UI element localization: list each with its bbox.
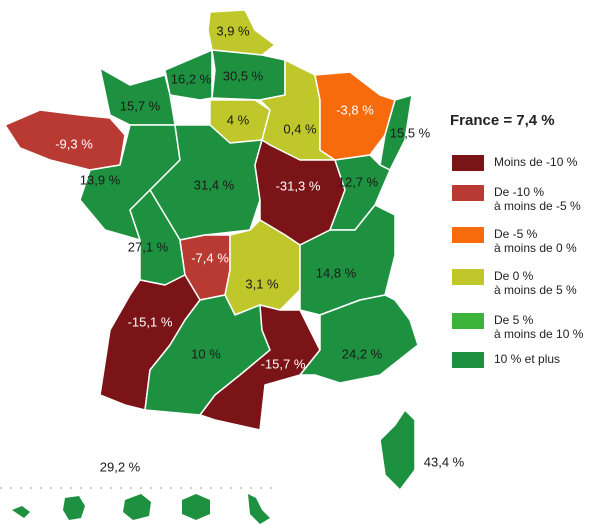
region-label: 24,2 % xyxy=(342,346,383,361)
region xyxy=(4,109,126,171)
region-label: 4 % xyxy=(227,112,250,127)
region-label: 10 % xyxy=(191,346,221,361)
region-labels: 3,9 % 30,5 % 16,2 % 15,7 % -9,3 % 4 % 0,4 % -3,… xyxy=(55,23,464,469)
region-label: -15,1 % xyxy=(128,314,173,329)
legend-label: De 0 % xyxy=(494,269,534,283)
region-label: 13,9 % xyxy=(80,172,121,187)
legend-swatch xyxy=(452,227,484,243)
region xyxy=(207,9,276,56)
region-label: 14,8 % xyxy=(316,265,357,280)
region xyxy=(199,304,321,431)
legend-label: 10 % et plus xyxy=(494,352,560,366)
legend-swatch xyxy=(452,352,484,368)
region-label: 3,1 % xyxy=(245,276,279,291)
legend-swatch xyxy=(452,155,484,171)
region xyxy=(299,294,419,384)
overseas-island xyxy=(182,494,210,520)
region xyxy=(299,204,396,316)
region xyxy=(99,67,176,126)
legend-label: à moins de 0 % xyxy=(494,241,577,255)
legend-swatch xyxy=(452,313,484,329)
region xyxy=(224,219,301,316)
overseas-island xyxy=(248,494,270,524)
region-label: 31,4 % xyxy=(194,177,235,192)
overseas-island xyxy=(123,494,151,520)
legend-swatch xyxy=(452,269,484,285)
region-label: 43,4 % xyxy=(424,454,465,469)
legend-title: France = 7,4 % xyxy=(450,112,555,129)
region xyxy=(149,124,263,241)
region-label: -7,4 % xyxy=(191,250,229,265)
regions xyxy=(4,9,419,491)
legend-label: Moins de -10 % xyxy=(494,155,578,169)
region-label: -3,8 % xyxy=(336,102,374,117)
legend-label: De 5 % xyxy=(494,313,534,327)
region-label: 15,7 % xyxy=(120,98,161,113)
overseas-label: 29,2 % xyxy=(100,459,141,474)
region xyxy=(314,71,396,161)
region-label: 27,1 % xyxy=(128,239,169,254)
region-label: 0,4 % xyxy=(283,121,317,136)
region-label: -31,3 % xyxy=(276,178,321,193)
region xyxy=(379,409,416,491)
overseas-island xyxy=(63,496,85,520)
legend: Moins de -10 % De -10 %à moins de -5 % De … xyxy=(452,155,584,368)
legend-swatch xyxy=(452,185,484,201)
region-label: 12,7 % xyxy=(338,174,379,189)
overseas-island xyxy=(12,506,30,518)
region-label: -15,7 % xyxy=(261,356,306,371)
legend-label: à moins de 10 % xyxy=(494,327,584,341)
legend-label: à moins de -5 % xyxy=(494,199,581,213)
legend-label: De -10 % xyxy=(494,185,544,199)
region-label: 3,9 % xyxy=(216,23,250,38)
region-label: 15,5 % xyxy=(390,125,431,140)
region-label: 16,2 % xyxy=(171,71,212,86)
legend-label: De -5 % xyxy=(494,227,538,241)
overseas: 29,2 % xyxy=(0,459,280,524)
region-label: -9,3 % xyxy=(55,136,93,151)
legend-label: à moins de 5 % xyxy=(494,283,577,297)
region-label: 30,5 % xyxy=(223,68,264,83)
